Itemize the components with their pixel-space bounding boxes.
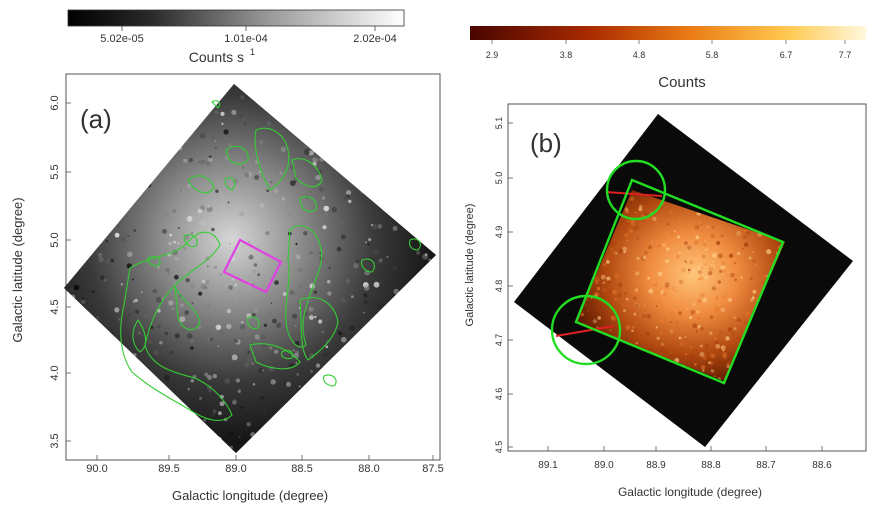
region-circle-lower xyxy=(550,294,622,366)
y-tick-a-5: 3.5 xyxy=(49,433,61,448)
y-label-a: Galactic latitude (degree) xyxy=(10,197,25,342)
region-lines-b xyxy=(555,191,663,337)
x-tick-a-2: 89.0 xyxy=(225,463,246,475)
y-tick-b-5: 4.6 xyxy=(494,388,504,401)
x-tick-a-0: 90.0 xyxy=(86,463,107,475)
x-label-a: Galactic longitude (degree) xyxy=(172,488,328,503)
colorbar-b-tick-3: 5.8 xyxy=(706,50,719,60)
colorbar-a-title: Counts s xyxy=(189,49,244,65)
x-tick-b-4: 88.7 xyxy=(756,460,776,471)
x-axis-b: 89.1 89.0 88.9 88.8 88.7 88.6 Galactic l… xyxy=(538,446,832,499)
colorbar-b: 2.9 3.8 4.8 5.8 6.7 7.7 Counts xyxy=(470,26,866,91)
colorbar-b-gradient xyxy=(470,26,866,40)
panel-a: 5.02e-05 1.01e-04 2.02e-04 Counts s 1 xyxy=(10,9,444,503)
colorbar-a-tick-1: 1.01e-04 xyxy=(224,33,267,45)
y-tick-b-4: 4.7 xyxy=(494,334,504,347)
colorbar-a-gradient xyxy=(67,9,405,27)
y-tick-a-4: 4.0 xyxy=(49,365,61,380)
y-tick-b-1: 5.0 xyxy=(494,172,504,185)
x-tick-b-5: 88.6 xyxy=(812,460,832,471)
colorbar-b-tick-0: 2.9 xyxy=(486,50,499,60)
region-box-a xyxy=(222,238,283,294)
x-tick-b-2: 88.9 xyxy=(646,460,666,471)
colorbar-a-title-superscript: 1 xyxy=(250,47,255,57)
panel-b-label: (b) xyxy=(530,128,562,158)
y-tick-a-0: 6.0 xyxy=(49,95,61,110)
colorbar-b-tick-1: 3.8 xyxy=(560,50,573,60)
y-tick-b-2: 4.9 xyxy=(494,226,504,239)
panel-b: 2.9 3.8 4.8 5.8 6.7 7.7 Counts (b) xyxy=(464,26,867,499)
y-axis-a: 6.0 5.5 5.0 4.5 4.0 3.5 Galactic latitud… xyxy=(10,95,71,449)
x-tick-b-3: 88.8 xyxy=(701,460,721,471)
y-label-b: Galactic latitude (degree) xyxy=(464,204,476,327)
colorbar-a-tick-2: 2.02e-04 xyxy=(353,33,396,45)
x-tick-a-5: 87.5 xyxy=(422,463,443,475)
colorbar-b-title: Counts xyxy=(658,74,706,91)
region-circle-upper xyxy=(605,159,667,221)
y-tick-b-6: 4.5 xyxy=(494,441,504,454)
x-tick-a-1: 89.5 xyxy=(158,463,179,475)
colorbar-b-tick-5: 7.7 xyxy=(839,50,852,60)
y-tick-b-3: 4.8 xyxy=(494,280,504,293)
x-tick-b-0: 89.1 xyxy=(538,460,558,471)
panel-a-label: (a) xyxy=(80,104,112,134)
colorbar-b-tick-2: 4.8 xyxy=(633,50,646,60)
x-label-b: Galactic longitude (degree) xyxy=(618,485,762,499)
x-axis-a: 90.0 89.5 89.0 88.5 88.0 87.5 Galactic l… xyxy=(86,455,444,503)
colorbar-a: 5.02e-05 1.01e-04 2.02e-04 Counts s 1 xyxy=(67,9,405,65)
colorbar-b-tick-4: 6.7 xyxy=(780,50,793,60)
y-axis-b: 5.1 5.0 4.9 4.8 4.7 4.6 4.5 Galactic lat… xyxy=(464,117,513,454)
x-tick-b-1: 89.0 xyxy=(594,460,614,471)
y-tick-a-3: 4.5 xyxy=(49,299,61,314)
y-tick-a-2: 5.0 xyxy=(49,232,61,247)
y-tick-a-1: 5.5 xyxy=(49,164,61,179)
image-b-source xyxy=(576,190,785,381)
x-tick-a-4: 88.0 xyxy=(358,463,379,475)
x-tick-a-3: 88.5 xyxy=(291,463,312,475)
region-box-b xyxy=(574,178,785,385)
colorbar-a-tick-0: 5.02e-05 xyxy=(100,33,143,45)
y-tick-b-0: 5.1 xyxy=(494,117,504,130)
contours-a xyxy=(120,100,421,421)
